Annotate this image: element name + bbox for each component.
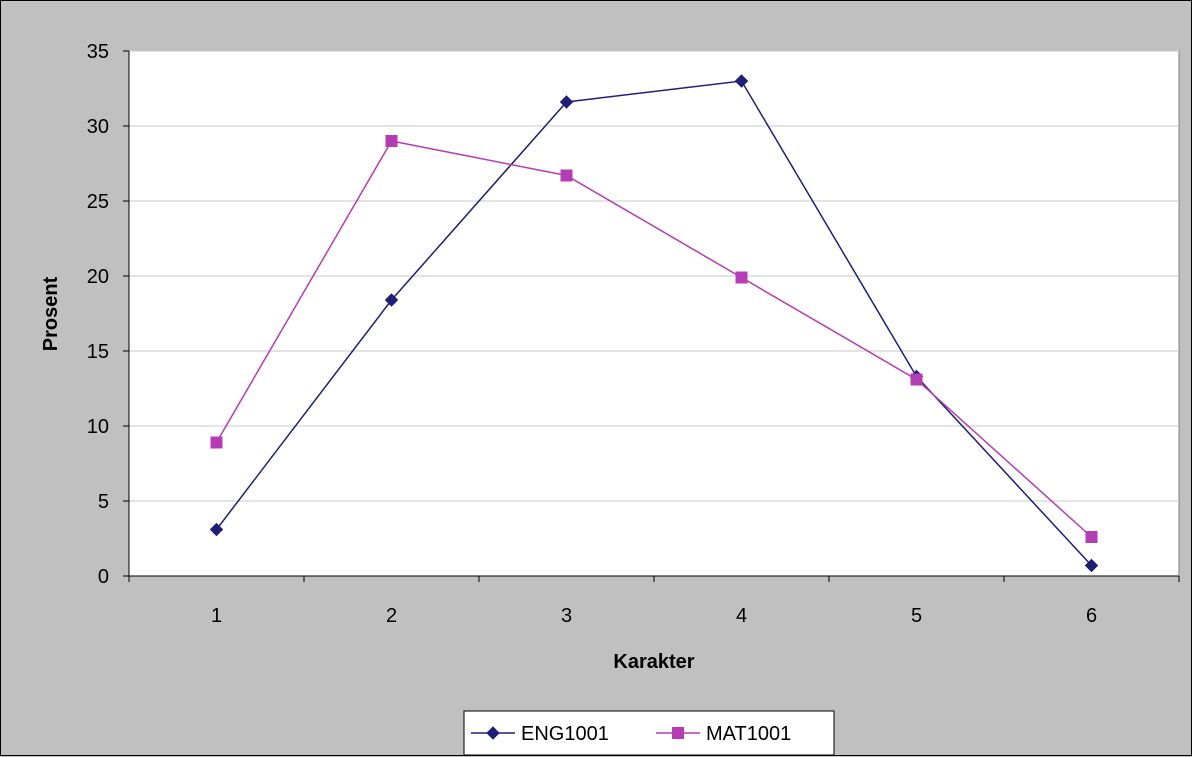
data-point-square <box>560 169 573 182</box>
y-tick-label: 35 <box>87 41 109 63</box>
legend-box <box>463 710 835 756</box>
legend-label: MAT1001 <box>706 723 791 745</box>
data-point-diamond <box>734 74 749 88</box>
x-tick-label: 4 <box>736 605 747 627</box>
y-axis-title: Prosent <box>40 276 62 351</box>
x-tick-label: 6 <box>1086 605 1097 627</box>
y-tick-label: 30 <box>87 116 109 138</box>
data-point-square <box>1085 531 1098 543</box>
y-tick-label: 25 <box>87 191 109 213</box>
legend: ENG1001 MAT1001 <box>463 710 835 756</box>
series-line <box>215 80 1093 567</box>
gridlines <box>129 50 1179 502</box>
y-tick-label: 5 <box>98 491 109 513</box>
series-line <box>215 140 1093 538</box>
data-point-square <box>735 271 748 284</box>
data-point-diamond <box>559 95 574 109</box>
data-point-square <box>385 135 398 147</box>
y-tick-label: 15 <box>87 341 109 363</box>
series-mat1001 <box>210 135 1098 543</box>
x-axis-title: Karakter <box>613 651 694 673</box>
legend-item: ENG1001 <box>471 723 609 745</box>
x-tick-label: 5 <box>911 605 922 627</box>
data-point-square <box>210 436 223 449</box>
y-axis-ticks: 0 5 10 15 20 25 30 35 <box>87 41 129 588</box>
data-point-diamond <box>1084 558 1099 573</box>
legend-marker-square <box>672 727 684 739</box>
series-group <box>209 74 1099 573</box>
data-point-square <box>910 373 923 386</box>
data-point-diamond <box>384 293 399 307</box>
y-tick-label: 20 <box>87 266 109 288</box>
legend-item: MAT1001 <box>656 723 791 745</box>
x-tick-label: 2 <box>386 605 397 627</box>
legend-marker-diamond <box>486 726 500 740</box>
x-tick-label: 3 <box>561 605 572 627</box>
y-tick-label: 10 <box>87 416 109 438</box>
x-tick-label: 1 <box>211 605 222 627</box>
x-axis-ticks: 1 2 3 4 5 6 <box>128 576 1180 627</box>
data-point-diamond <box>209 522 224 537</box>
y-tick-label: 0 <box>98 566 109 588</box>
plot-area <box>128 50 1180 577</box>
legend-label: ENG1001 <box>521 723 609 745</box>
